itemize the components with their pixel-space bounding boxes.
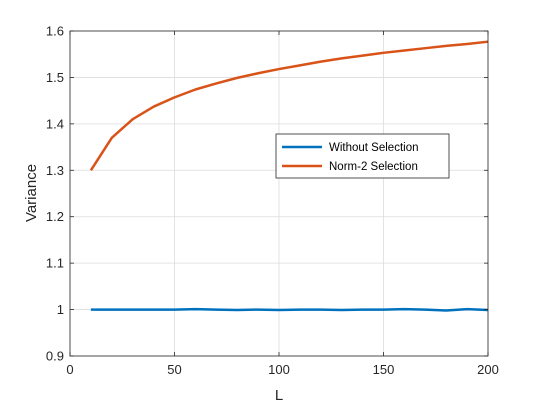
legend-label-without-selection: Without Selection bbox=[329, 142, 419, 154]
legend-label-norm-2-selection: Norm-2 Selection bbox=[329, 161, 418, 173]
x-tick-label: 150 bbox=[373, 362, 395, 377]
legend: Without Selection Norm-2 Selection bbox=[275, 133, 450, 179]
y-tick-label: 1.2 bbox=[46, 209, 64, 224]
x-tick-label: 50 bbox=[167, 362, 181, 377]
series-line-norm-2-selection bbox=[89, 40, 489, 171]
y-tick-label: 1.6 bbox=[46, 24, 64, 39]
legend-box bbox=[275, 133, 450, 179]
y-tick-label: 1.1 bbox=[46, 256, 64, 271]
axis-ticks bbox=[69, 30, 489, 357]
x-tick-label: 0 bbox=[66, 362, 73, 377]
series-lines bbox=[89, 40, 489, 312]
x-axis-label: L bbox=[275, 387, 283, 404]
y-tick-label: 0.9 bbox=[46, 349, 64, 364]
y-tick-label: 1.3 bbox=[46, 163, 64, 178]
x-tick-label: 200 bbox=[477, 362, 499, 377]
x-tick-labels: 0 50 100 150 200 bbox=[66, 362, 498, 377]
y-tick-label: 1.4 bbox=[46, 116, 64, 131]
x-tick-label: 100 bbox=[268, 362, 290, 377]
y-tick-label: 1.5 bbox=[46, 70, 64, 85]
series-line-without-selection bbox=[90, 307, 489, 312]
y-tick-labels: 0.9 1 1.1 1.2 1.3 1.4 1.5 1.6 bbox=[46, 24, 64, 364]
y-tick-label: 1 bbox=[57, 302, 64, 317]
y-axis-label: Variance bbox=[23, 164, 40, 222]
